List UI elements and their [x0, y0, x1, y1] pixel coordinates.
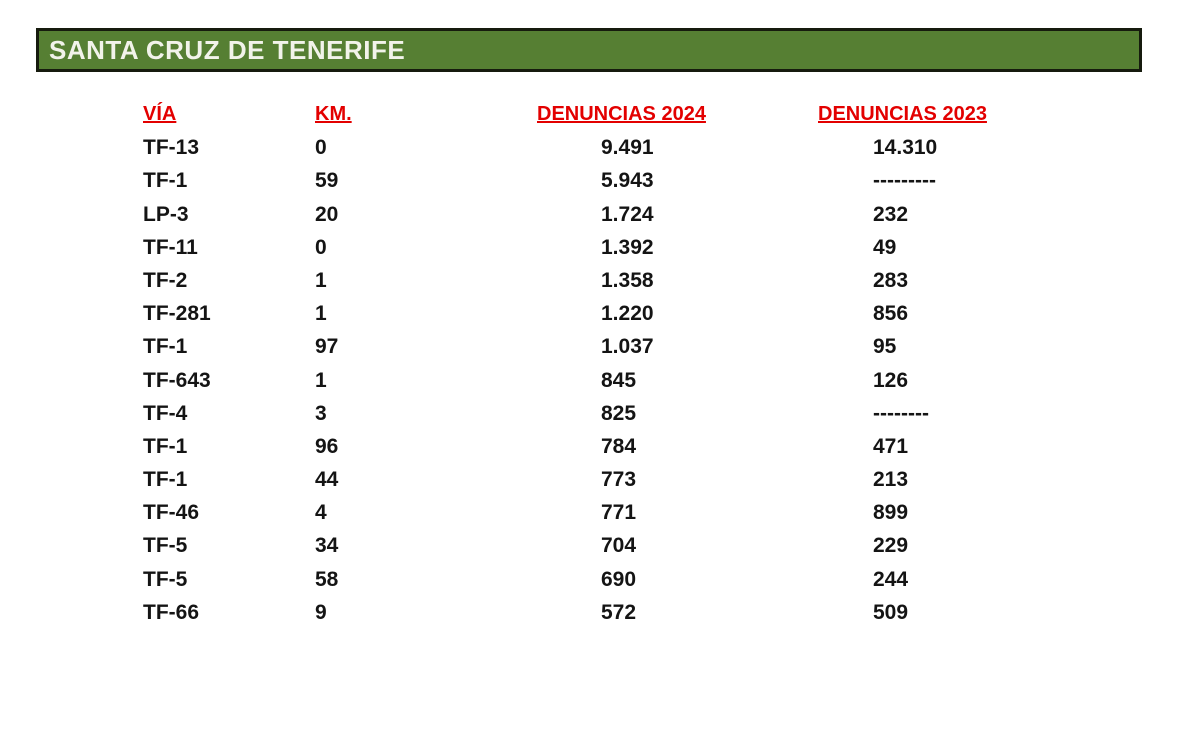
cell-denuncias-2024: 1.392 — [601, 235, 654, 259]
cell-km: 59 — [315, 169, 339, 193]
cell-km: 1 — [315, 368, 327, 392]
cell-km: 20 — [315, 202, 339, 226]
cell-via: TF-1 — [143, 468, 188, 492]
cell-km: 0 — [315, 136, 327, 160]
cell-denuncias-2023: 471 — [873, 434, 909, 458]
cell-km: 96 — [315, 434, 339, 458]
column-header-km: KM. — [315, 103, 352, 125]
cell-denuncias-2024: 771 — [601, 501, 637, 525]
cell-via: TF-11 — [143, 235, 198, 259]
cell-km: 34 — [315, 534, 339, 558]
cell-denuncias-2023: 509 — [873, 600, 909, 624]
cell-denuncias-2024: 845 — [601, 368, 637, 392]
denuncias-table: VÍA KM. DENUNCIAS 2024 DENUNCIAS 2023 TF… — [143, 103, 1058, 634]
cell-via: TF-1 — [143, 169, 188, 193]
cell-denuncias-2024: 773 — [601, 468, 637, 492]
column-header-denuncias-2024: DENUNCIAS 2024 — [537, 103, 706, 125]
cell-denuncias-2023: 856 — [873, 302, 909, 326]
cell-denuncias-2023: -------- — [873, 401, 929, 425]
cell-via: TF-46 — [143, 501, 200, 525]
cell-via: LP-3 — [143, 202, 189, 226]
cell-via: TF-5 — [143, 567, 188, 591]
cell-denuncias-2024: 690 — [601, 567, 637, 591]
section-title: SANTA CRUZ DE TENERIFE — [49, 34, 406, 65]
cell-km: 1 — [315, 302, 327, 326]
cell-via: TF-5 — [143, 534, 188, 558]
cell-denuncias-2023: 232 — [873, 202, 909, 226]
column-header-via: VÍA — [143, 103, 177, 125]
cell-via: TF-1 — [143, 434, 188, 458]
cell-km: 97 — [315, 335, 339, 359]
cell-denuncias-2024: 704 — [601, 534, 637, 558]
cell-km: 0 — [315, 235, 327, 259]
cell-via: TF-66 — [143, 600, 200, 624]
cell-via: TF-4 — [143, 401, 188, 425]
cell-via: TF-13 — [143, 136, 200, 160]
cell-km: 58 — [315, 567, 339, 591]
cell-denuncias-2024: 1.220 — [601, 302, 654, 326]
cell-denuncias-2023: 49 — [873, 235, 897, 259]
cell-via: TF-281 — [143, 302, 211, 326]
cell-km: 4 — [315, 501, 327, 525]
cell-denuncias-2023: 283 — [873, 268, 909, 292]
cell-denuncias-2023: 126 — [873, 368, 909, 392]
cell-denuncias-2023: 95 — [873, 335, 897, 359]
cell-denuncias-2024: 572 — [601, 600, 637, 624]
cell-km: 3 — [315, 401, 327, 425]
cell-denuncias-2023: 14.310 — [873, 136, 938, 160]
cell-denuncias-2023: --------- — [873, 169, 936, 193]
cell-via: TF-1 — [143, 335, 188, 359]
cell-denuncias-2023: 899 — [873, 501, 909, 525]
section-header-bar: SANTA CRUZ DE TENERIFE — [36, 28, 1142, 72]
cell-km: 9 — [315, 600, 327, 624]
cell-denuncias-2024: 9.491 — [601, 136, 654, 160]
cell-denuncias-2023: 244 — [873, 567, 909, 591]
cell-denuncias-2024: 1.724 — [601, 202, 654, 226]
cell-denuncias-2024: 784 — [601, 434, 637, 458]
cell-km: 1 — [315, 268, 327, 292]
cell-denuncias-2024: 1.037 — [601, 335, 654, 359]
cell-via: TF-643 — [143, 368, 211, 392]
cell-via: TF-2 — [143, 268, 188, 292]
cell-km: 44 — [315, 468, 339, 492]
cell-denuncias-2024: 1.358 — [601, 268, 654, 292]
cell-denuncias-2023: 213 — [873, 468, 909, 492]
cell-denuncias-2023: 229 — [873, 534, 909, 558]
cell-denuncias-2024: 825 — [601, 401, 637, 425]
cell-denuncias-2024: 5.943 — [601, 169, 654, 193]
column-header-denuncias-2023: DENUNCIAS 2023 — [818, 103, 987, 125]
